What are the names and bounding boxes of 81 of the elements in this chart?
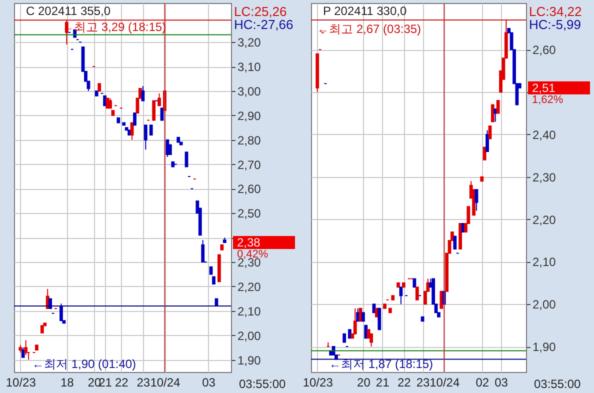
candlestick	[415, 286, 419, 300]
candlestick	[133, 112, 136, 126]
text: 0,42%	[237, 248, 268, 260]
candlestick	[106, 98, 110, 109]
candlestick	[166, 139, 170, 158]
text: LC:25,26	[234, 4, 287, 19]
y-tick-label: 3,00	[238, 84, 262, 98]
candlestick	[356, 308, 360, 322]
y-tick-label: 2,40	[532, 128, 556, 142]
y-tick-label: 2,30	[532, 170, 556, 184]
x-tick-label: 10/24	[430, 376, 460, 390]
text: 03:55:00	[534, 377, 582, 391]
text: HC:-5,99	[529, 17, 582, 32]
y-tick-label: 2,20	[532, 212, 556, 227]
y-tick-label: 2,90	[238, 108, 262, 123]
x-tick-label: 20	[88, 376, 102, 390]
text: 1,62%	[532, 94, 564, 106]
candlestick	[364, 324, 368, 339]
x-tick-label: 23	[416, 376, 430, 390]
candlestick	[201, 240, 205, 263]
candlestick	[453, 236, 457, 250]
annotation: ←최고 2,67 (03:35)	[317, 22, 422, 36]
y-tick-label: 2,10	[238, 304, 262, 318]
candlestick	[378, 308, 382, 330]
y-tick-label: 1,90	[238, 353, 262, 368]
x-tick-label: 10/23	[302, 376, 334, 390]
x-tick-label: 02	[476, 376, 490, 390]
candlestick	[370, 333, 373, 348]
x-tick-label: 10/23	[6, 376, 36, 390]
y-tick-label: 3,20	[238, 36, 262, 50]
candlestick	[488, 126, 492, 140]
y-tick-label: 2,60	[238, 182, 262, 196]
candlestick	[496, 100, 500, 114]
candlestick	[60, 303, 63, 322]
y-tick-label: 2,00	[238, 328, 262, 343]
x-tick-label: 03	[494, 376, 508, 390]
candlestick	[490, 104, 494, 122]
annotation: ←최저 1,87 (18:15)	[329, 357, 434, 371]
candlestick	[152, 100, 156, 121]
candlestick	[399, 286, 403, 305]
y-tick-label: 2,80	[238, 133, 262, 148]
x-tick-label: 21	[376, 376, 390, 390]
candlestick	[21, 347, 25, 358]
text: 2,38	[237, 235, 261, 250]
x-tick-label: 18	[60, 376, 74, 390]
text: LC:34,22	[529, 4, 582, 19]
candlestick	[358, 308, 362, 322]
candlestick	[494, 108, 498, 122]
candlestick	[141, 86, 145, 102]
y-tick-label: 2,20	[238, 280, 262, 294]
y-tick-label: 3,10	[238, 60, 262, 74]
candlestick	[144, 124, 148, 150]
x-tick-label: 20	[357, 376, 371, 390]
candlestick	[474, 189, 478, 212]
y-tick-label: 1,90	[532, 340, 556, 354]
text: 03:55:00	[239, 377, 286, 391]
y-tick-label: 2,50	[238, 206, 262, 221]
x-tick-label: 10/24	[150, 376, 181, 390]
y-tick-label: 2,60	[532, 43, 556, 58]
candlestick	[103, 95, 106, 106]
x-tick-label: 21	[98, 376, 112, 390]
candlestick	[482, 146, 486, 160]
candlestick	[184, 152, 188, 168]
y-tick-label: 2,10	[532, 255, 556, 270]
y-tick-label: 2,00	[532, 298, 556, 312]
candlestick	[149, 124, 153, 136]
chart-title: P 202411 330,0	[323, 4, 407, 18]
x-tick-label: 22	[114, 376, 129, 390]
text: HC:-27,66	[234, 17, 294, 32]
candlestick	[440, 290, 444, 309]
chart-title: C 202411 355,0	[26, 4, 111, 18]
candlestick	[160, 108, 164, 121]
annotation: ←최저 1,90 (01:40)	[32, 357, 136, 371]
candlestick	[158, 92, 161, 106]
y-tick-label: 2,70	[238, 158, 262, 172]
x-tick-label: 03	[202, 376, 216, 390]
text: 2,51	[532, 80, 556, 95]
candlestick	[353, 308, 357, 334]
candlestick	[486, 130, 489, 152]
x-tick-label: 23	[136, 376, 150, 390]
x-tick-label: 22	[397, 376, 412, 390]
